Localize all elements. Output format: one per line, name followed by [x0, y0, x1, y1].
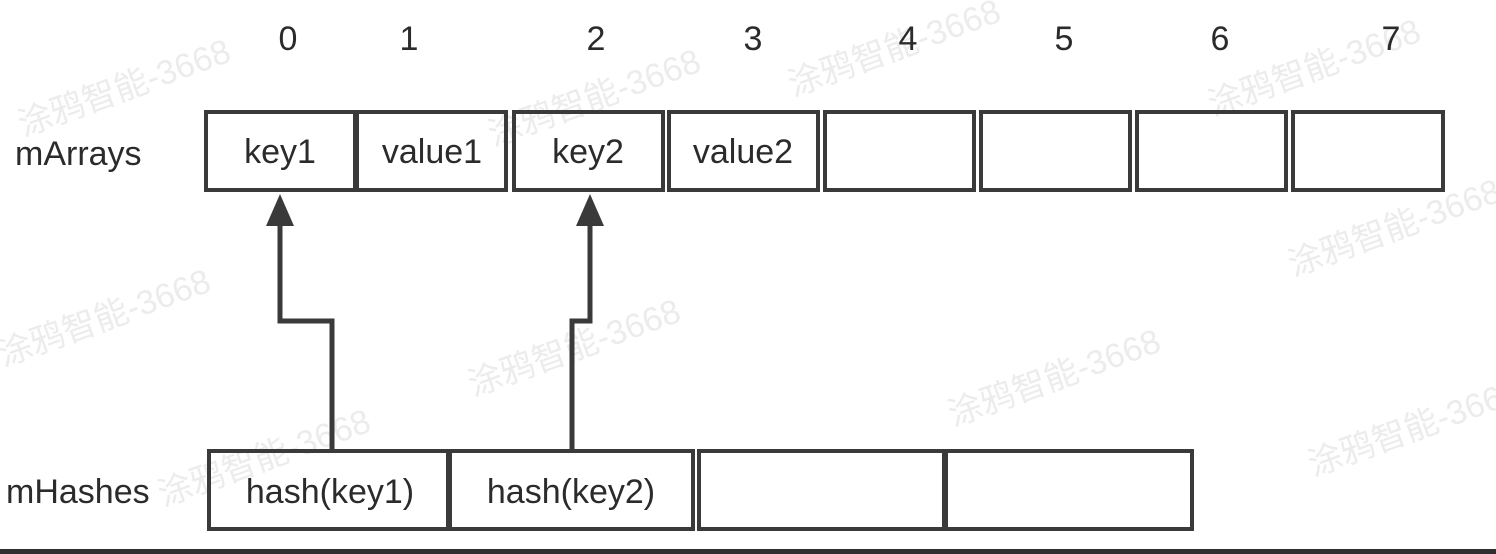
- bottom-divider: [0, 549, 1496, 554]
- arrays-cell-text: key1: [244, 133, 316, 171]
- index-label: 6: [1211, 20, 1230, 58]
- arrow-head-key1: [266, 194, 294, 226]
- hashes-cell-texts: hash(key1) hash(key2): [246, 473, 655, 511]
- arrays-cell: [512, 110, 665, 192]
- arrays-cell-text: key2: [552, 133, 624, 171]
- index-label: 4: [899, 20, 918, 58]
- arrays-cell: [355, 110, 508, 192]
- arrow-hash-key1: [275, 197, 335, 450]
- arrays-cell: [1135, 110, 1288, 192]
- index-label: 3: [744, 20, 763, 58]
- hashes-cell-text: hash(key2): [487, 473, 655, 511]
- arrays-cell-text: value2: [693, 133, 793, 171]
- arrays-label: mArrays: [15, 135, 142, 173]
- arrow-head-key2: [576, 194, 604, 226]
- arrays-cell: [979, 110, 1132, 192]
- index-labels: 0 1 2 3 4 5 6 7: [279, 20, 1401, 58]
- arrays-cell-text: value1: [382, 133, 482, 171]
- hashes-cell: [944, 449, 1194, 531]
- index-label: 1: [400, 20, 419, 58]
- arrays-cell: [1291, 110, 1445, 192]
- index-label: 0: [279, 20, 298, 58]
- arrow-hash-key2: [569, 197, 595, 450]
- index-label: 5: [1055, 20, 1074, 58]
- hashes-cell-text: hash(key1): [246, 473, 414, 511]
- index-label: 7: [1382, 20, 1401, 58]
- hashes-cell: [697, 449, 946, 531]
- hashes-label: mHashes: [6, 473, 150, 511]
- arrays-row: [204, 110, 1445, 192]
- hashes-row: [207, 449, 1194, 531]
- arrow-heads: [266, 194, 604, 226]
- arrays-cell: [823, 110, 976, 192]
- arrays-cell-texts: key1 value1 key2 value2: [244, 133, 793, 171]
- arrows: [275, 197, 595, 450]
- hashes-cell: [448, 449, 695, 531]
- index-label: 2: [587, 20, 606, 58]
- arrays-cell: [667, 110, 820, 192]
